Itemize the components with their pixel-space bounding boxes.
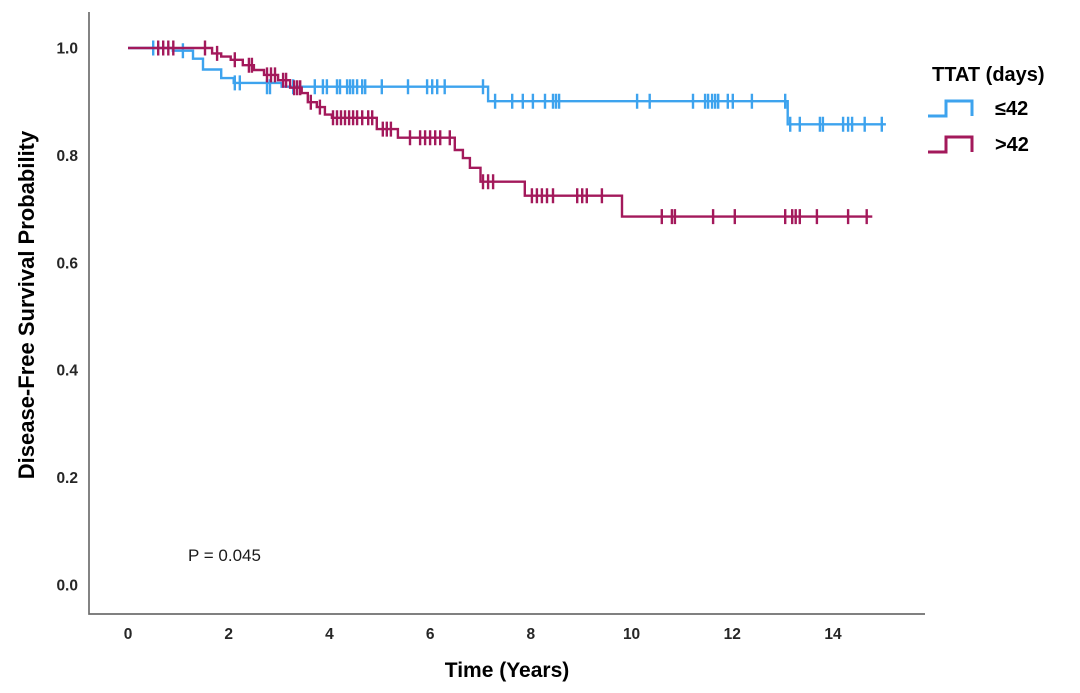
km-censor-marks-le42 bbox=[152, 40, 883, 132]
legend-label-gt42: >42 bbox=[995, 133, 1029, 156]
legend-title: TTAT (days) bbox=[932, 64, 1045, 86]
p-value-annotation: P = 0.045 bbox=[188, 546, 261, 565]
legend-swatch-gt42-icon bbox=[928, 135, 974, 154]
y-axis-title: Disease-Free Survival Probability bbox=[14, 130, 39, 480]
legend-swatch-le42-icon bbox=[928, 99, 974, 118]
x-tick-label: 2 bbox=[224, 626, 233, 643]
axis-lines bbox=[88, 12, 925, 615]
km-censor-marks-gt42 bbox=[157, 40, 868, 225]
x-tick-label: 4 bbox=[325, 626, 334, 643]
legend-label-le42: ≤42 bbox=[995, 97, 1029, 120]
legend-entry-gt42: >42 bbox=[926, 131, 1045, 159]
y-tick-label: 1.0 bbox=[56, 41, 78, 58]
x-tick-label: 12 bbox=[724, 626, 741, 643]
y-tick-label: 0.6 bbox=[56, 255, 78, 272]
x-tick-label: 10 bbox=[623, 626, 640, 643]
km-curve-gt42 bbox=[128, 46, 873, 218]
y-tick-label: 0.2 bbox=[56, 470, 78, 487]
x-tick-label: 0 bbox=[124, 626, 133, 643]
y-tick-label: 0.8 bbox=[56, 148, 78, 165]
x-axis-title: Time (Years) bbox=[444, 659, 570, 682]
x-tick-label: 6 bbox=[426, 626, 435, 643]
y-tick-label: 0.0 bbox=[56, 578, 78, 595]
y-tick-label: 0.4 bbox=[56, 363, 78, 380]
legend-entry-le42: ≤42 bbox=[926, 95, 1045, 123]
x-tick-label: 8 bbox=[527, 626, 536, 643]
legend: TTAT (days) ≤42 >42 bbox=[926, 64, 1045, 159]
km-curve-le42 bbox=[128, 46, 886, 126]
x-tick-label: 14 bbox=[824, 626, 842, 643]
